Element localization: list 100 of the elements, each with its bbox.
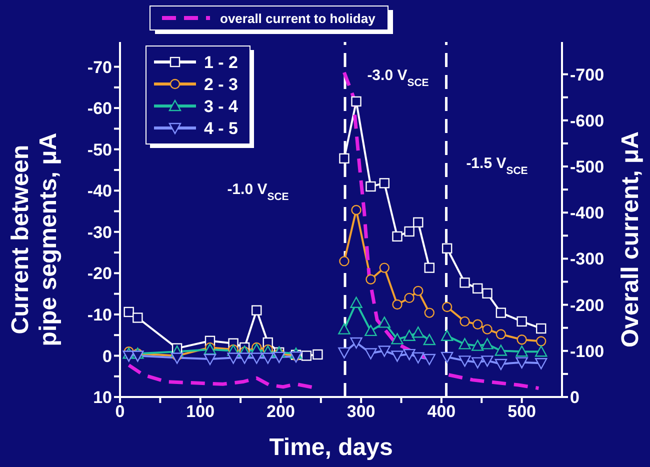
point — [366, 181, 376, 192]
x-tick-label: 400 — [427, 402, 456, 422]
legend-label: overall current to holiday — [220, 11, 376, 26]
point — [391, 350, 404, 362]
point — [392, 299, 402, 310]
point — [535, 358, 548, 370]
legend-label: 2 - 3 — [204, 75, 238, 94]
point — [379, 178, 390, 188]
point — [496, 329, 506, 340]
point — [301, 350, 312, 361]
point — [364, 324, 377, 336]
point — [536, 323, 546, 334]
point — [250, 352, 263, 364]
legend-label: 1 - 2 — [204, 53, 238, 72]
y-tick-label: 0 — [102, 346, 112, 366]
point — [339, 256, 350, 266]
point — [482, 324, 492, 334]
y-tick-label: -70 — [87, 58, 112, 77]
point — [392, 231, 402, 242]
point — [472, 357, 484, 368]
point — [351, 204, 362, 216]
point — [204, 354, 216, 366]
legend-label: 4 - 5 — [204, 119, 238, 138]
point — [227, 352, 240, 364]
point — [460, 278, 470, 288]
y2-tick-label: -700 — [570, 65, 604, 84]
point — [516, 345, 528, 357]
point — [460, 316, 470, 327]
point — [494, 344, 508, 356]
y-axis-title: Current between pipe segments, μA — [7, 132, 62, 346]
point — [472, 319, 483, 330]
point — [440, 330, 454, 342]
point — [404, 226, 414, 237]
point — [413, 286, 424, 296]
point — [413, 217, 424, 228]
y-tick-label: 10 — [93, 388, 112, 408]
point — [312, 349, 323, 360]
point — [458, 356, 471, 367]
point — [412, 326, 424, 338]
legend-label: 3 - 4 — [204, 97, 239, 116]
y2-tick-label: -300 — [570, 250, 604, 269]
point — [378, 346, 390, 357]
y2-tick-label: -500 — [570, 158, 604, 177]
point — [403, 348, 416, 360]
point — [252, 305, 262, 316]
y-tick-label: -50 — [87, 140, 112, 160]
point — [350, 337, 362, 349]
point — [516, 334, 527, 345]
x-tick-label: 100 — [186, 402, 215, 422]
y2-tick-label: -600 — [570, 111, 604, 130]
point — [481, 356, 494, 367]
point — [366, 274, 376, 284]
y2-tick-label: 0 — [570, 388, 580, 408]
point — [535, 345, 548, 357]
point — [238, 352, 251, 364]
point — [481, 338, 494, 350]
x-tick-label: 0 — [115, 402, 125, 422]
point — [472, 340, 484, 351]
point — [391, 333, 404, 344]
point — [424, 308, 434, 318]
point — [404, 292, 414, 304]
x-axis-title: Time, days — [269, 434, 393, 461]
y-tick-label: -10 — [87, 305, 112, 324]
y2-tick-label: -200 — [570, 296, 604, 315]
y2-axis-title: Overall current, μA — [617, 131, 644, 348]
point — [472, 283, 483, 294]
point — [379, 262, 390, 273]
annotation: -1.0 V$_{SCE}$ — [227, 181, 289, 203]
point — [378, 316, 390, 328]
point — [482, 288, 492, 298]
point — [458, 338, 471, 350]
point — [442, 243, 452, 254]
point — [350, 296, 362, 308]
y-tick-label: -30 — [87, 222, 112, 242]
y2-tick-label: -100 — [570, 342, 604, 361]
point — [516, 357, 528, 368]
point — [273, 352, 286, 364]
y-tick-label: -20 — [87, 264, 112, 284]
point — [338, 323, 350, 334]
x-tick-label: 300 — [346, 402, 376, 422]
point — [122, 350, 135, 362]
point — [536, 336, 546, 346]
y-tick-label: -40 — [87, 182, 112, 201]
point — [496, 308, 506, 318]
point — [262, 352, 274, 364]
point — [364, 348, 377, 360]
point — [494, 358, 508, 370]
y-tick-label: -60 — [87, 99, 112, 118]
point — [516, 316, 527, 327]
point — [412, 352, 424, 364]
x-tick-label: 200 — [266, 402, 295, 422]
annotation: -3.0 V$_{SCE}$ — [367, 67, 429, 89]
y2-tick-label: -400 — [570, 204, 604, 223]
x-tick-label: 500 — [508, 402, 536, 422]
point — [424, 262, 434, 273]
annotation: -1.5 V$_{SCE}$ — [466, 155, 528, 177]
point — [132, 350, 144, 362]
point — [124, 306, 134, 318]
point — [440, 352, 454, 364]
point — [170, 352, 184, 364]
